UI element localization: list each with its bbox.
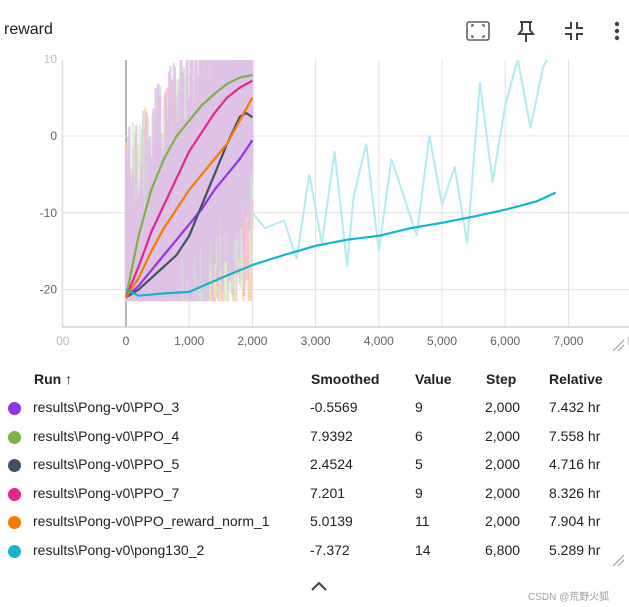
relative-time: 7.432 hr xyxy=(549,399,601,415)
relative-time: 7.558 hr xyxy=(549,427,601,444)
smoothed-value: 5.0139 xyxy=(310,513,353,530)
x-tick-label: 6,000 xyxy=(490,334,520,348)
x-tick-label: 4,000 xyxy=(364,334,394,348)
x-tick-label: 5,000 xyxy=(427,334,457,348)
raw-value: 9 xyxy=(415,484,423,501)
step-value: 2,000 xyxy=(485,513,521,530)
raw-value: 11 xyxy=(415,513,430,530)
column-header-run[interactable]: Run ↑ xyxy=(34,371,73,387)
column-header-value[interactable]: Value xyxy=(415,371,452,387)
x-tick-label: 00 xyxy=(56,334,70,348)
run-color-swatch[interactable] xyxy=(8,487,21,501)
raw-value: 5 xyxy=(415,456,423,473)
series-line[interactable] xyxy=(125,139,254,299)
table-row[interactable]: results\Pong-v0\PPO_7 7.201 9 2,000 8.326 hr xyxy=(0,480,629,508)
run-name: results\Pong-v0\pong130_2 xyxy=(33,542,205,558)
table-row[interactable]: results\Pong-v0\PPO_4 7.9392 6 2,000 7.558 h… xyxy=(0,423,629,451)
relative-time: 7.904 hr xyxy=(549,513,601,530)
line-chart[interactable]: 0001,0002,0003,0004,0005,0006,0007,0008,… xyxy=(0,55,629,355)
raw-series-line[interactable] xyxy=(251,55,555,267)
column-header-step[interactable]: Step xyxy=(486,371,517,387)
run-name: results\Pong-v0\PPO_5 xyxy=(33,456,180,473)
relative-time: 5.289 hr xyxy=(549,542,601,558)
watermark: CSDN @荒野火狐 xyxy=(528,592,610,603)
run-color-swatch[interactable] xyxy=(8,402,21,415)
table-row[interactable]: results\Pong-v0\PPO_3 -0.5569 9 2,000 7.432 … xyxy=(0,394,629,422)
run-name: results\Pong-v0\PPO_3 xyxy=(33,399,180,415)
plot-top-mask xyxy=(0,55,629,60)
pin-icon[interactable] xyxy=(513,18,539,44)
x-tick-label: 0 xyxy=(123,334,130,348)
smoothed-value: -0.5569 xyxy=(310,399,358,415)
run-name: results\Pong-v0\PPO_reward_norm_1 xyxy=(33,513,270,530)
smoothed-value: 7.9392 xyxy=(310,427,353,444)
series-line[interactable] xyxy=(124,79,253,298)
relative-time: 8.326 hr xyxy=(549,484,601,501)
x-tick-label: 3,000 xyxy=(301,334,331,348)
y-tick-label: -20 xyxy=(40,283,58,297)
step-value: 2,000 xyxy=(485,484,521,501)
x-tick-label: 1,000 xyxy=(174,334,204,348)
chevron-up-icon[interactable] xyxy=(308,578,330,594)
raw-value: 6 xyxy=(415,427,423,444)
resize-handle-icon[interactable] xyxy=(610,337,626,353)
smoothed-value: 2.4524 xyxy=(310,456,353,473)
series-line[interactable] xyxy=(125,96,254,298)
series-line[interactable] xyxy=(124,73,253,298)
run-color-swatch[interactable] xyxy=(8,545,21,558)
x-tick-label: 2,000 xyxy=(237,334,267,348)
step-value: 2,000 xyxy=(485,399,521,415)
table-row[interactable]: results\Pong-v0\PPO_reward_norm_1 5.0139 1… xyxy=(0,508,629,536)
chart-title: reward xyxy=(4,21,53,38)
run-color-swatch[interactable] xyxy=(8,516,21,530)
run-name: results\Pong-v0\PPO_4 xyxy=(33,427,180,444)
collapse-icon[interactable] xyxy=(561,18,587,44)
run-color-swatch[interactable] xyxy=(8,459,21,473)
series-line[interactable] xyxy=(125,111,254,299)
smoothed-value: 7.201 xyxy=(310,484,346,501)
run-color-swatch[interactable] xyxy=(8,430,21,444)
run-name: results\Pong-v0\PPO_7 xyxy=(33,484,180,501)
raw-value: 9 xyxy=(415,399,423,415)
step-value: 6,800 xyxy=(485,542,521,558)
card-header: reward xyxy=(0,0,629,60)
x-tick-label: 7,000 xyxy=(553,334,583,348)
x-tick-label: 8, xyxy=(627,334,629,348)
step-value: 2,000 xyxy=(485,427,521,444)
fit-domain-icon[interactable] xyxy=(465,18,491,44)
table-resize-handle-icon[interactable] xyxy=(610,552,626,568)
smoothed-value: -7.372 xyxy=(310,542,350,558)
more-vert-icon[interactable] xyxy=(608,18,626,44)
table-row[interactable]: results\Pong-v0\pong130_2 -7.372 14 6,800 5.… xyxy=(0,537,629,565)
series-line[interactable] xyxy=(125,191,557,297)
step-value: 2,000 xyxy=(485,456,521,473)
column-header-relative[interactable]: Relative xyxy=(549,371,603,387)
y-tick-label: 0 xyxy=(50,129,57,143)
relative-time: 4.716 hr xyxy=(549,456,601,473)
raw-value: 14 xyxy=(415,542,431,558)
y-tick-label: 10 xyxy=(44,55,58,66)
column-header-smoothed[interactable]: Smoothed xyxy=(311,371,380,387)
table-row[interactable]: results\Pong-v0\PPO_5 2.4524 5 2,000 4.716 h… xyxy=(0,451,629,479)
y-tick-label: -10 xyxy=(40,206,58,220)
